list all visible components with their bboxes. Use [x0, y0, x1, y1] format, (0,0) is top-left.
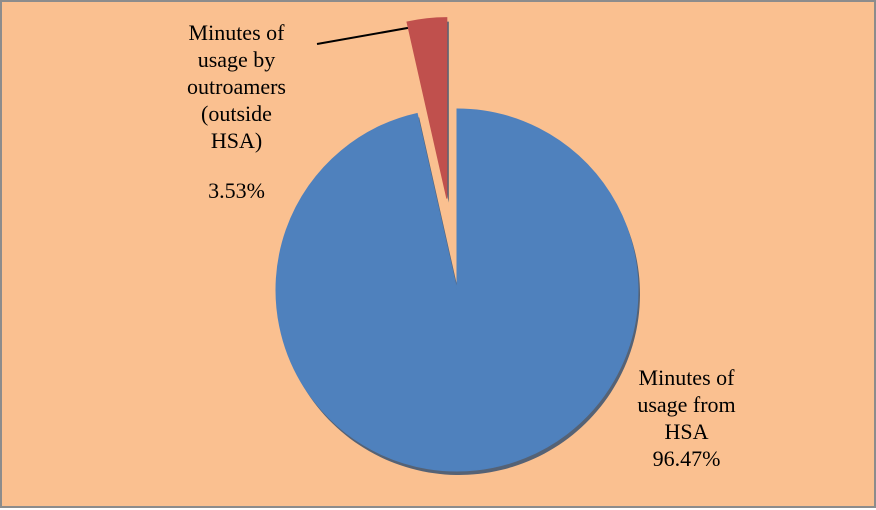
slice: [406, 17, 448, 199]
slice-label: Minutes of usage from HSA: [637, 365, 736, 444]
slice: [275, 108, 639, 472]
slice-label: Minutes of usage by outroamers (outside …: [187, 20, 286, 153]
slice-value-label: 96.47%: [652, 446, 721, 471]
slice-value-label: 3.53%: [208, 178, 265, 203]
